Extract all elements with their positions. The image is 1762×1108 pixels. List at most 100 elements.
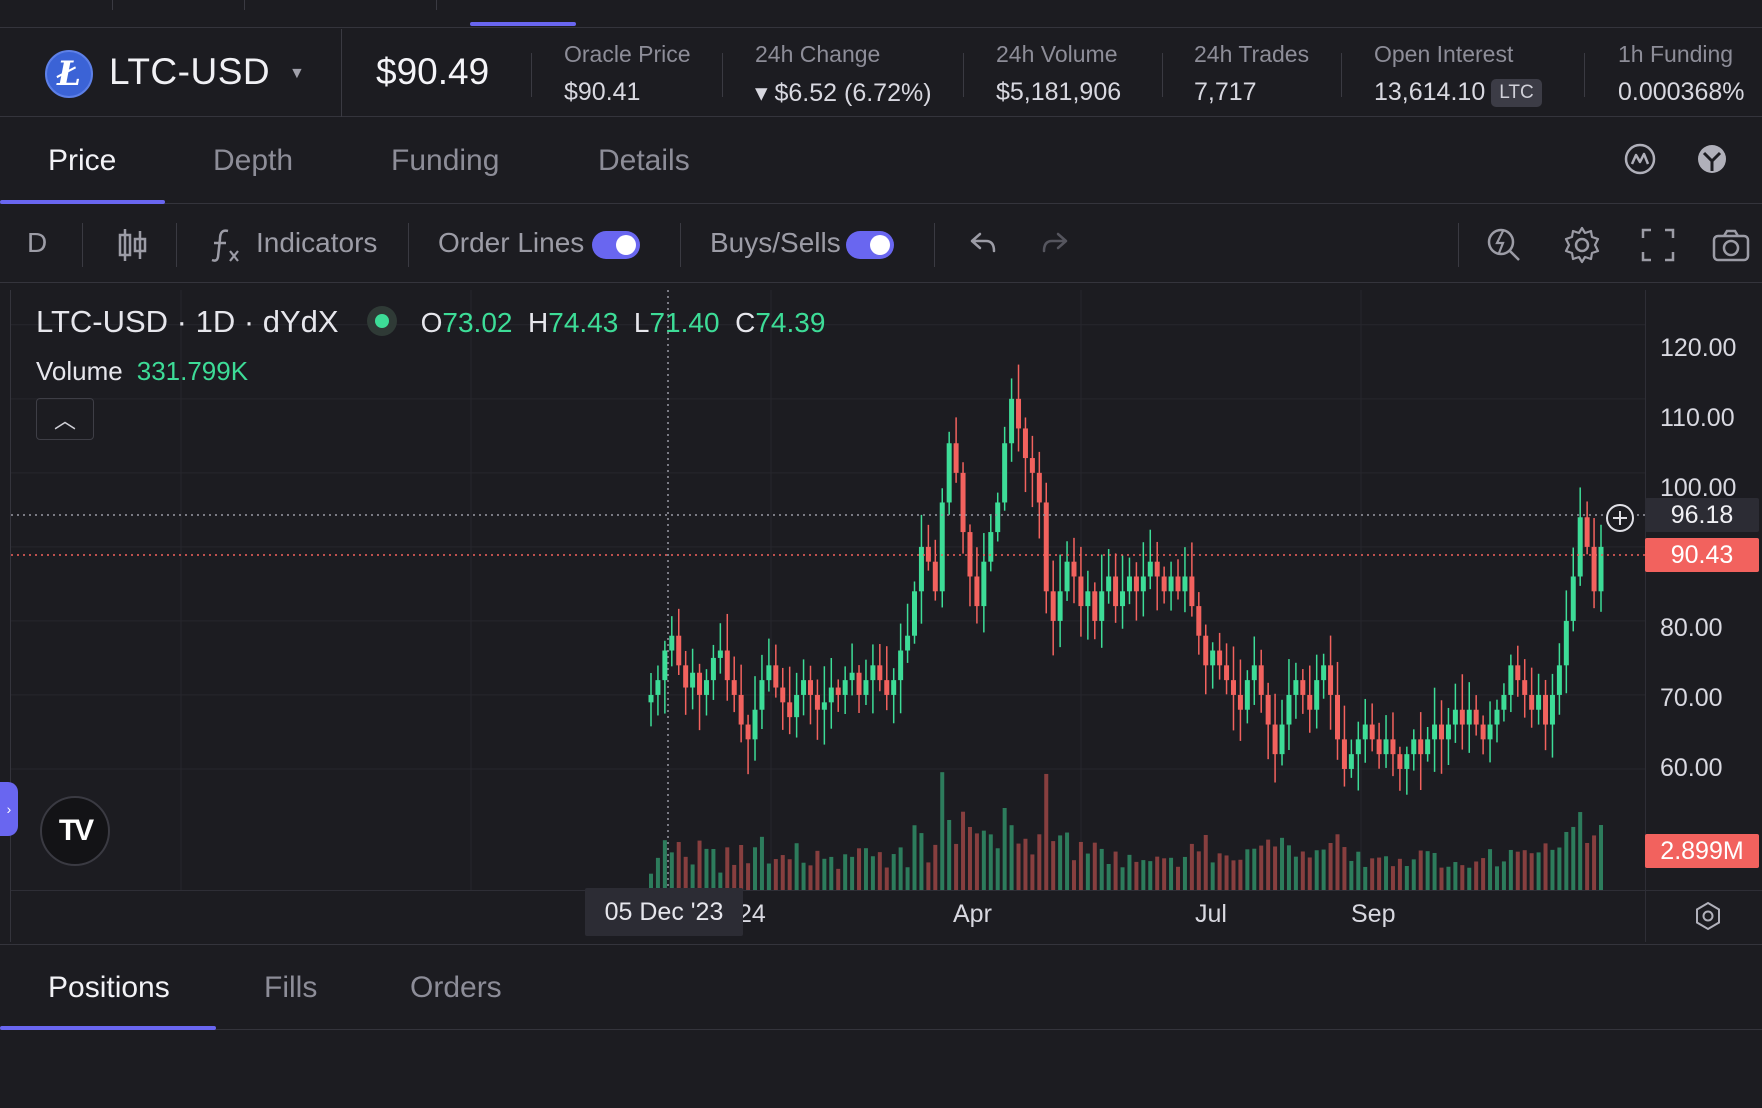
account-tabs: Positions Fills Orders xyxy=(0,944,1762,1030)
stat-label: 24h Change xyxy=(755,41,881,67)
volume-bar xyxy=(1210,862,1215,890)
stat-label: 24h Trades xyxy=(1194,41,1310,67)
candle-body xyxy=(1092,591,1098,621)
axis-settings-icon[interactable] xyxy=(1692,900,1724,932)
tab-positions[interactable]: Positions xyxy=(48,971,170,1004)
volume-bar xyxy=(1418,850,1423,890)
volume-bar xyxy=(995,848,1000,890)
y-tick: 70.00 xyxy=(1660,684,1723,712)
candle-body xyxy=(1237,694,1243,710)
candle-body xyxy=(939,502,945,592)
candle-body xyxy=(1217,650,1223,666)
toolbar-divider xyxy=(934,223,935,267)
volume-bar xyxy=(1106,863,1111,890)
volume-bar xyxy=(1529,853,1534,890)
buys-sells-toggle[interactable] xyxy=(846,231,894,259)
add-order-plus-icon[interactable] xyxy=(1604,502,1636,534)
volume-bar xyxy=(981,830,986,890)
candle-body xyxy=(738,694,744,725)
candle-body xyxy=(807,680,813,695)
tab-depth[interactable]: Depth xyxy=(213,144,294,177)
volume-bar xyxy=(1328,843,1333,890)
candle-body xyxy=(1383,739,1389,755)
volume-bar xyxy=(725,847,730,890)
volume-bar xyxy=(933,844,938,890)
candle-body xyxy=(891,680,897,695)
fullscreen-icon[interactable] xyxy=(1638,225,1678,265)
candle-body xyxy=(1029,458,1035,473)
undo-icon[interactable] xyxy=(962,225,1002,265)
volume-bars xyxy=(649,772,1603,890)
volume-bar xyxy=(1411,859,1416,890)
candle-body xyxy=(1244,680,1250,710)
candle-body xyxy=(1106,576,1112,592)
candle-body xyxy=(1286,694,1292,725)
quick-search-icon[interactable] xyxy=(1484,225,1524,265)
redo-icon[interactable] xyxy=(1036,225,1076,265)
volume-bar xyxy=(1564,831,1569,890)
interval-selector[interactable]: D xyxy=(27,227,48,258)
volume-bar xyxy=(1599,825,1603,890)
y-tick: 120.00 xyxy=(1660,334,1737,362)
coinmarketcap-icon[interactable] xyxy=(1623,142,1657,176)
globe-icon[interactable] xyxy=(1695,142,1729,176)
volume-bar xyxy=(683,856,688,890)
crosshair-price-tag: 96.18 xyxy=(1645,498,1759,532)
candle-body xyxy=(1203,635,1209,666)
price-chart[interactable] xyxy=(10,290,1762,942)
volume-bar xyxy=(1134,861,1139,890)
candle-body xyxy=(814,694,820,710)
volume-bar xyxy=(1169,857,1174,890)
volume-bar xyxy=(766,863,771,890)
stat-24h-volume: 24h Volume $5,181,906 xyxy=(996,41,1121,107)
tab-funding[interactable]: Funding xyxy=(391,144,500,177)
volume-bar xyxy=(780,855,785,890)
stat-value: $90.41 xyxy=(564,78,641,106)
candle-body xyxy=(745,724,751,740)
volume-bar xyxy=(1439,867,1444,890)
divider xyxy=(341,29,342,117)
candle-body xyxy=(1099,591,1105,621)
stat-24h-change: 24h Change ▾ $6.52 (6.72%) xyxy=(755,41,932,108)
candlestick-type-icon[interactable] xyxy=(112,225,152,265)
chevron-down-icon[interactable]: ▼ xyxy=(289,65,305,82)
tab-orders[interactable]: Orders xyxy=(410,971,502,1004)
market-pair-selector[interactable]: LTC-USD xyxy=(109,51,271,92)
volume-bar xyxy=(697,840,702,890)
volume-bar xyxy=(919,833,924,890)
volume-bar xyxy=(1300,851,1305,890)
order-lines-toggle[interactable] xyxy=(592,231,640,259)
symbol-line: LTC-USD · 1D · dYdX xyxy=(36,304,339,339)
candle-body xyxy=(884,680,890,695)
function-icon[interactable] xyxy=(206,225,246,265)
camera-icon[interactable] xyxy=(1711,225,1751,265)
candle-body xyxy=(849,672,855,681)
tab-fills[interactable]: Fills xyxy=(264,971,318,1004)
volume-bar xyxy=(1280,837,1285,890)
volume-bar xyxy=(836,868,841,890)
candle-body xyxy=(1494,709,1500,725)
candle-body xyxy=(1133,576,1139,592)
volume-bar xyxy=(1217,853,1222,890)
volume-bar xyxy=(1536,852,1541,890)
gear-icon[interactable] xyxy=(1562,225,1602,265)
tab-details[interactable]: Details xyxy=(598,144,690,177)
tab-price[interactable]: Price xyxy=(48,144,117,177)
volume-bar xyxy=(1065,832,1070,890)
indicators-button[interactable]: Indicators xyxy=(256,227,378,258)
chevron-right-icon[interactable]: › xyxy=(0,782,18,836)
divider xyxy=(1584,53,1585,97)
volume-bar xyxy=(1238,859,1243,890)
candle-body xyxy=(1439,724,1445,740)
tradingview-logo-icon[interactable]: TV xyxy=(40,796,110,866)
y-tick: 80.00 xyxy=(1660,614,1723,642)
divider xyxy=(1341,53,1342,97)
stat-1h-funding: 1h Funding 0.000368% xyxy=(1618,41,1745,107)
candle-body xyxy=(1293,680,1299,695)
toolbar-divider xyxy=(176,223,177,267)
chart-canvas[interactable] xyxy=(11,290,1762,942)
volume-bar xyxy=(863,848,868,890)
candle-body xyxy=(1362,724,1368,740)
top-tab-indicator xyxy=(470,22,576,26)
chevron-up-icon[interactable]: ︿ xyxy=(36,398,94,440)
